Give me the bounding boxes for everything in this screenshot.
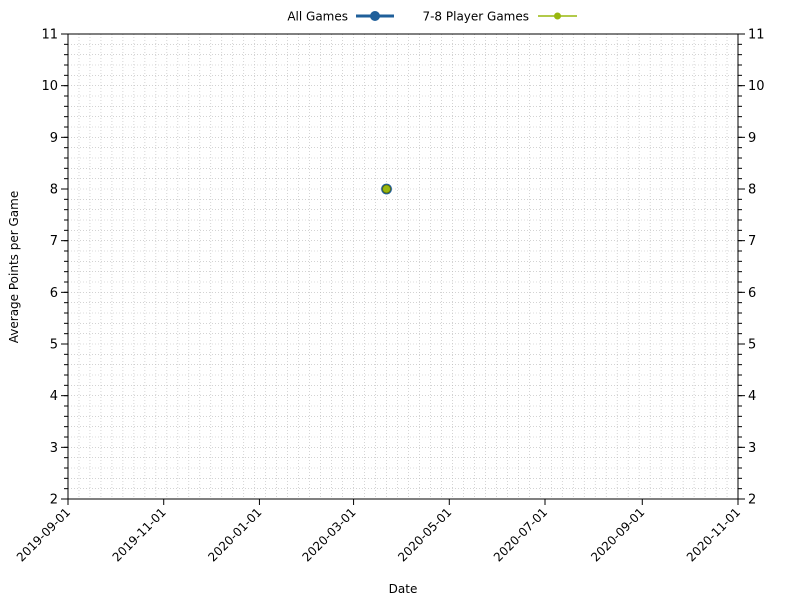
x-tick-label: 2020-07-01 (491, 505, 550, 564)
data-point (382, 184, 391, 194)
x-axis: 2019-09-01 2019-11-01 2020-01-01 2020-03-01… (14, 499, 743, 564)
x-axis-label: Date (389, 582, 418, 596)
y-tick-label: 11 (41, 28, 58, 43)
legend: All Games 7-8 Player Games (287, 10, 577, 24)
y-tick-label: 2 (50, 493, 58, 508)
y-tick-label: 9 (748, 131, 756, 146)
y-tick-label: 10 (748, 79, 765, 94)
x-tick-label: 2020-01-01 (205, 505, 264, 564)
legend-label: 7-8 Player Games (422, 10, 529, 24)
x-tick-label: 2020-11-01 (684, 505, 743, 564)
y-tick-label: 7 (748, 234, 756, 249)
y-tick-label: 5 (50, 338, 58, 353)
x-tick-label: 2020-03-01 (299, 505, 358, 564)
x-tick-label: 2019-09-01 (14, 505, 73, 564)
y-tick-label: 4 (50, 389, 58, 404)
y-axis-label: Average Points per Game (7, 191, 21, 343)
y-tick-label: 2 (748, 493, 756, 508)
y-tick-label: 5 (748, 338, 756, 353)
plot-frame (67, 33, 739, 500)
y-tick-label: 11 (748, 28, 765, 43)
y-tick-label: 3 (748, 441, 756, 456)
x-tick-label: 2019-11-01 (110, 505, 169, 564)
legend-marker (370, 11, 380, 21)
right-y-axis: 2 3 4 5 6 7 8 9 10 11 (738, 28, 765, 508)
series-layer (381, 183, 392, 195)
x-tick-label: 2020-09-01 (588, 505, 647, 564)
y-tick-label: 6 (50, 286, 58, 301)
y-tick-label: 7 (50, 234, 58, 249)
y-tick-label: 8 (50, 183, 58, 198)
grid (67, 33, 739, 500)
y-tick-label: 3 (50, 441, 58, 456)
left-y-axis: 2 3 4 5 6 7 8 9 10 11 (41, 28, 68, 508)
legend-marker (554, 12, 561, 20)
x-tick-label: 2020-05-01 (395, 505, 454, 564)
y-tick-label: 6 (748, 286, 756, 301)
legend-label: All Games (287, 10, 348, 24)
y-tick-label: 4 (748, 389, 756, 404)
y-tick-label: 10 (41, 79, 58, 94)
y-tick-label: 8 (748, 183, 756, 198)
y-tick-label: 9 (50, 131, 58, 146)
